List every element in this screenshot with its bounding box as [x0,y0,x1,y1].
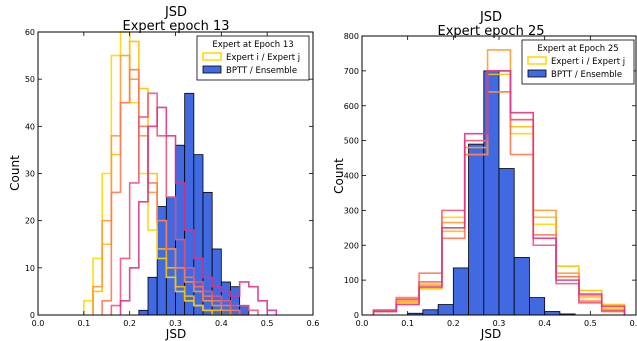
x-tick-label: 0.0 [32,319,45,328]
legend-entry-bptt: BPTT / Ensemble [226,66,297,76]
y-tick-label: 0 [30,311,35,320]
chart-subtitle: Expert epoch 13 [123,19,230,34]
x-tick-label: 0.0 [356,319,369,328]
y-tick-label: 600 [344,102,359,111]
legend-entry-expert: Expert i / Expert j [226,53,300,63]
x-tick-label: 0.5 [584,319,597,328]
x-tick-label: 0.6 [630,319,637,328]
y-tick-label: 400 [344,172,359,181]
y-tick-label: 300 [344,206,359,215]
chart-panel-epoch-25: JSD Expert epoch 25 JSD Count 0.0 0.1 0.2 0… [332,10,637,341]
legend: Expert at Epoch 13 Expert i / Expert j B… [196,35,310,81]
expert-outline-series-3 [372,49,626,315]
y-tick-label: 200 [344,241,359,250]
histogram-bar [165,196,176,316]
x-tick-label: 0.1 [401,319,414,328]
x-tick-label: 0.2 [447,319,460,328]
x-tick-label: 0.2 [123,319,136,328]
y-tick-label: 50 [25,75,35,84]
histogram-bar [239,305,250,316]
x-axis-label: JSD [165,327,186,341]
legend-swatch-expert [527,56,547,65]
legend-entry-bptt: BPTT / Ensemble [551,70,622,80]
expert-outline-series-6 [372,70,626,315]
outline-series-group [372,49,626,315]
histogram-bar [437,304,454,316]
y-tick-label: 100 [344,276,359,285]
histogram-bar [147,276,158,316]
y-tick-label: 0 [354,311,359,320]
outline-series-group [83,31,278,316]
y-axis-label: Count [332,158,346,194]
axis-ticks: 0.0 0.1 0.2 0.3 0.4 0.5 0.6 0 100 200 300 400 500 600… [344,32,637,328]
x-tick-label: 0.5 [261,319,274,328]
chart-title: JSD [479,10,502,25]
legend-entry-expert: Expert i / Expert j [551,57,625,67]
histogram-bar [529,297,546,316]
chart-panel-epoch-13: JSD Expert epoch 13 JSD Count 0.0 0.1 0.2 0… [8,5,319,341]
histogram-bar [498,168,515,316]
histogram-bar [452,267,469,316]
x-tick-label: 0.4 [215,319,228,328]
expert-outline-series-2 [372,73,626,315]
y-tick-label: 60 [25,28,35,37]
legend-title: Expert at Epoch 25 [537,44,618,54]
y-tick-label: 700 [344,67,359,76]
expert-outline-series-5 [110,92,259,315]
chart-subtitle: Expert epoch 25 [438,24,545,39]
histogram-bar [422,309,439,316]
y-tick-label: 800 [344,32,359,41]
y-tick-label: 20 [25,217,35,226]
y-tick-label: 40 [25,122,35,131]
histogram-bar [544,311,561,316]
histogram-bar [468,143,485,316]
expert-outline-series-6 [119,106,278,315]
histogram-bar [483,70,500,316]
legend-swatch-expert [202,52,222,61]
histogram-bar [513,257,530,316]
y-tick-label: 500 [344,137,359,146]
bars-bptt-ensemble [138,92,250,316]
histogram-bar [175,144,186,316]
expert-outline-series-4 [101,68,249,316]
y-tick-label: 10 [25,264,35,273]
x-axis-label: JSD [480,327,501,341]
x-tick-label: 0.3 [493,319,506,328]
axis-ticks: 0.0 0.1 0.2 0.3 0.4 0.5 0.6 0 10 20 30 40 50 60 [25,28,320,328]
legend-swatch-bptt [527,69,547,78]
y-tick-label: 30 [25,170,35,179]
y-axis-label: Count [8,155,22,191]
legend-title: Expert at Epoch 13 [212,40,293,50]
x-tick-label: 0.4 [538,319,551,328]
expert-outline-series-4 [372,91,626,315]
bars-bptt-ensemble [407,70,576,316]
plot-frame [361,35,637,316]
x-tick-label: 0.1 [77,319,90,328]
x-tick-label: 0.3 [169,319,182,328]
plot-frame [37,31,314,316]
x-tick-label: 0.6 [307,319,320,328]
legend-swatch-bptt [202,65,222,74]
histogram-bar [156,206,167,316]
legend: Expert at Epoch 25 Expert i / Expert j B… [521,39,635,85]
histogram-bar [138,309,149,316]
chart-title: JSD [164,5,187,20]
